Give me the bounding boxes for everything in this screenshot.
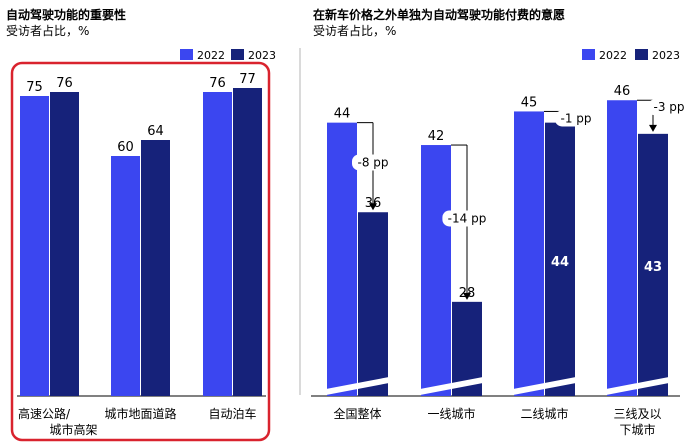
left-chart-subtitle: 受访者占比，%: [6, 23, 89, 38]
bar-2023-cat2: [233, 88, 262, 396]
bar-2022-cat1: [111, 156, 140, 396]
bar-2022-cat2: [203, 92, 232, 396]
legend-swatch-2023: [231, 49, 244, 60]
change-label-bg: [648, 99, 686, 116]
value-label: 76: [209, 76, 226, 91]
change-label-bg: [555, 110, 597, 127]
change-arrow-head: [649, 124, 657, 132]
bar-2022-cat3: [607, 100, 637, 397]
change-label-bg: [352, 154, 394, 171]
axis-break: [420, 377, 483, 395]
change-arrow-head: [463, 292, 471, 300]
category-label: 二线城市: [520, 406, 568, 421]
category-label: 全国整体: [333, 406, 381, 421]
value-label: 77: [239, 72, 256, 87]
category-label: 一线城市: [427, 406, 475, 421]
legend-label-2023: 2023: [248, 49, 276, 62]
value-label: 44: [334, 107, 351, 122]
bar-2023-cat1: [141, 140, 170, 396]
value-label: 76: [56, 76, 73, 91]
category-label: 自动泊车: [208, 406, 256, 421]
legend-label-2023: 2023: [652, 49, 680, 62]
category-label: 三线及以: [613, 407, 661, 421]
bar-2023-cat3: [638, 133, 668, 396]
change-label: -14 pp: [448, 211, 487, 225]
category-label: 城市地面道路: [104, 406, 176, 421]
value-label: 60: [117, 140, 134, 155]
bar-2022-cat0: [327, 122, 357, 396]
change-arrow-head: [369, 203, 377, 211]
bar-2022-cat1: [421, 145, 451, 396]
bar-2023-cat0: [50, 92, 79, 396]
highlight-box: [10, 61, 271, 442]
right-legend: 2022 2023: [582, 49, 680, 62]
category-label: 城市高架: [50, 422, 98, 437]
change-label: -1 pp: [560, 111, 591, 125]
value-label: 42: [428, 129, 445, 144]
right-chart-title: 在新车价格之外单独为自动驾驶功能付费的意愿: [313, 7, 565, 22]
category-label: 下城市: [619, 422, 655, 437]
legend-swatch-2022: [582, 49, 595, 60]
category-label: 高速公路/: [18, 406, 71, 421]
change-label: -3 pp: [653, 100, 684, 114]
axis-break: [513, 377, 576, 395]
value-label: 44: [551, 255, 569, 270]
left-chart-title: 自动驾驶功能的重要性: [6, 7, 126, 22]
change-label: -8 pp: [357, 155, 388, 169]
legend-swatch-2022: [180, 49, 193, 60]
value-label: 43: [644, 260, 662, 275]
bar-2023-cat2: [545, 122, 575, 396]
legend-swatch-2023: [635, 49, 648, 60]
right-chart-subtitle: 受访者占比，%: [313, 23, 396, 38]
axis-break: [606, 377, 669, 395]
bar-2022-cat0: [20, 96, 49, 396]
bar-2023-cat0: [358, 212, 388, 396]
legend-label-2022: 2022: [197, 49, 225, 62]
left-legend: 2022 2023: [180, 49, 276, 62]
value-label: 46: [614, 84, 631, 99]
value-label: 45: [521, 95, 538, 110]
value-label: 64: [147, 124, 164, 139]
change-label-bg: [442, 210, 492, 227]
bar-2022-cat2: [514, 111, 544, 396]
axis-break: [326, 377, 389, 395]
legend-label-2022: 2022: [599, 49, 627, 62]
value-label: 75: [26, 80, 43, 95]
